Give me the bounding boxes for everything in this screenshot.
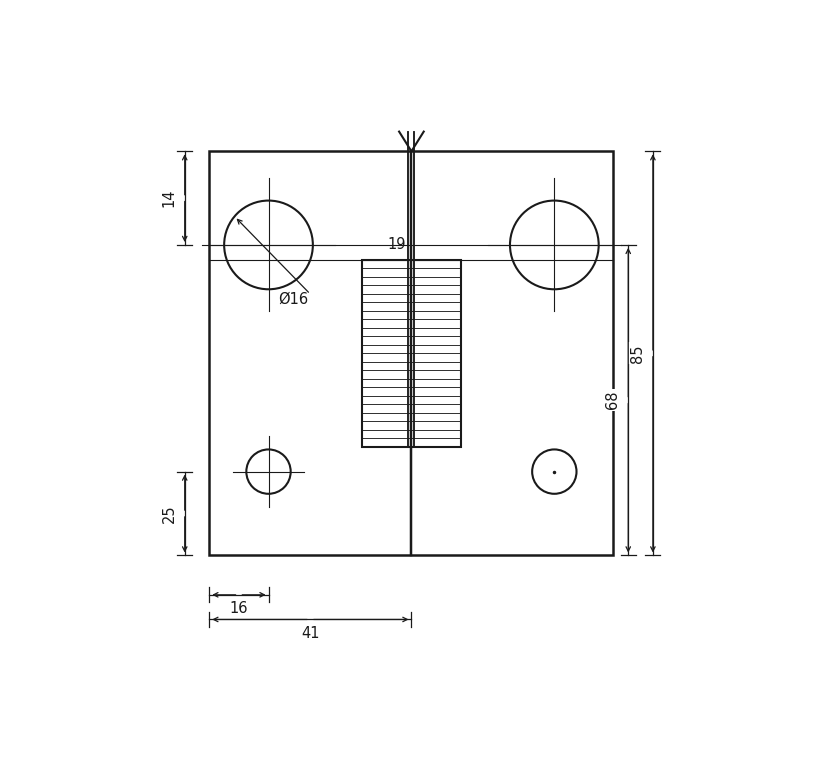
Bar bbox=[210, 151, 613, 555]
Bar bbox=[363, 260, 460, 447]
Text: 68: 68 bbox=[605, 391, 620, 409]
Text: 85: 85 bbox=[630, 344, 644, 362]
Text: 19: 19 bbox=[387, 237, 406, 253]
Text: 25: 25 bbox=[161, 504, 177, 523]
Text: 14: 14 bbox=[161, 189, 177, 207]
Text: 41: 41 bbox=[301, 626, 320, 641]
Text: Ø16: Ø16 bbox=[278, 292, 308, 306]
Text: 16: 16 bbox=[229, 601, 248, 616]
